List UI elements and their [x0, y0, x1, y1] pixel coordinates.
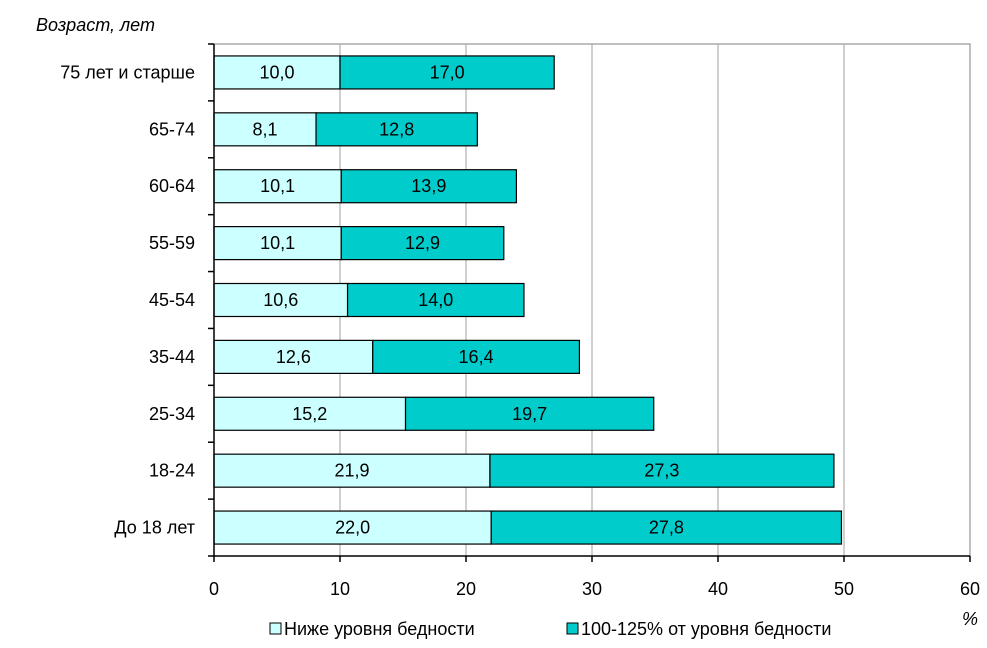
- bar-value-label: 13,9: [411, 176, 446, 196]
- bar-segment-near-poverty: [340, 226, 505, 261]
- category-label: 45-54: [149, 290, 195, 310]
- x-tick-label: 10: [330, 579, 350, 599]
- category-label: 75 лет и старше: [60, 62, 195, 82]
- bar-segment-near-poverty: [372, 339, 581, 374]
- x-tick-label: 50: [834, 579, 854, 599]
- x-tick-label: 40: [708, 579, 728, 599]
- legend: Ниже уровня бедности 100-125% от уровня б…: [269, 619, 831, 639]
- bar-segment-below-poverty: [213, 226, 342, 261]
- bar-value-label: 8,1: [253, 119, 278, 139]
- bar-segment-below-poverty: [213, 339, 374, 374]
- legend-label: 100-125% от уровня бедности: [581, 619, 831, 639]
- bar-value-label: 10,1: [260, 233, 295, 253]
- category-label: 35-44: [149, 347, 195, 367]
- bar-segment-near-poverty: [404, 396, 655, 431]
- bar-value-label: 10,6: [263, 290, 298, 310]
- x-tick-labels: 0 10 20 30 40 50 60: [209, 579, 980, 599]
- category-label: До 18 лет: [114, 518, 195, 538]
- bar-segment-below-poverty: [213, 55, 341, 90]
- bar-segment-near-poverty: [490, 510, 843, 545]
- bar-segment-near-poverty: [315, 112, 478, 147]
- bar-segment-below-poverty: [213, 396, 407, 431]
- bar-segment-below-poverty: [213, 510, 492, 545]
- bar-value-label: 12,8: [379, 119, 414, 139]
- legend-label: Ниже уровня бедности: [284, 619, 475, 639]
- category-label: 65-74: [149, 119, 195, 139]
- bar-value-label: 17,0: [430, 62, 465, 82]
- legend-swatch: [566, 622, 579, 635]
- bar-segment-near-poverty: [489, 453, 835, 488]
- legend-swatch: [269, 622, 282, 635]
- bar-value-label: 14,0: [418, 290, 453, 310]
- bar-value-label: 21,9: [334, 461, 369, 481]
- bar-value-label: 12,6: [276, 347, 311, 367]
- category-label: 55-59: [149, 233, 195, 253]
- bar-value-label: 19,7: [512, 404, 547, 424]
- category-labels: 75 лет и старше 65-74 60-64 55-59 45-54 35-44…: [60, 62, 195, 537]
- category-label: 18-24: [149, 461, 195, 481]
- bar-segment-near-poverty: [346, 282, 525, 318]
- x-tick-label: 30: [582, 579, 602, 599]
- category-label: 60-64: [149, 176, 195, 196]
- category-label: 25-34: [149, 404, 195, 424]
- x-tick-label: 0: [209, 579, 219, 599]
- bar-value-label: 16,4: [459, 347, 494, 367]
- axes: [208, 43, 971, 562]
- y-axis-title: Возраст, лет: [36, 15, 155, 35]
- bar-value-label: 22,0: [335, 518, 370, 538]
- bar-segment-below-poverty: [213, 282, 349, 318]
- bar-value-label: 27,3: [644, 461, 679, 481]
- bar-segment-near-poverty: [339, 55, 555, 90]
- bar-value-label: 27,8: [649, 518, 684, 538]
- bar-value-label: 10,1: [260, 176, 295, 196]
- bar-value-label: 10,0: [259, 62, 294, 82]
- bar-value-label: 12,9: [405, 233, 440, 253]
- x-axis-title: %: [962, 609, 978, 629]
- x-tick-label: 20: [456, 579, 476, 599]
- x-tick-label: 60: [960, 579, 980, 599]
- bars: 10,0 17,0 8,1 12,8 10,1 13,9 10,1 12,9 10,6 14,0 1…: [213, 55, 843, 545]
- bar-segment-below-poverty: [213, 169, 342, 204]
- bar-value-label: 15,2: [292, 404, 327, 424]
- bar-segment-near-poverty: [340, 169, 518, 204]
